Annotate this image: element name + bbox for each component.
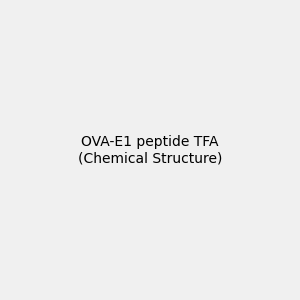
Text: OVA-E1 peptide TFA
(Chemical Structure): OVA-E1 peptide TFA (Chemical Structure) <box>78 135 222 165</box>
